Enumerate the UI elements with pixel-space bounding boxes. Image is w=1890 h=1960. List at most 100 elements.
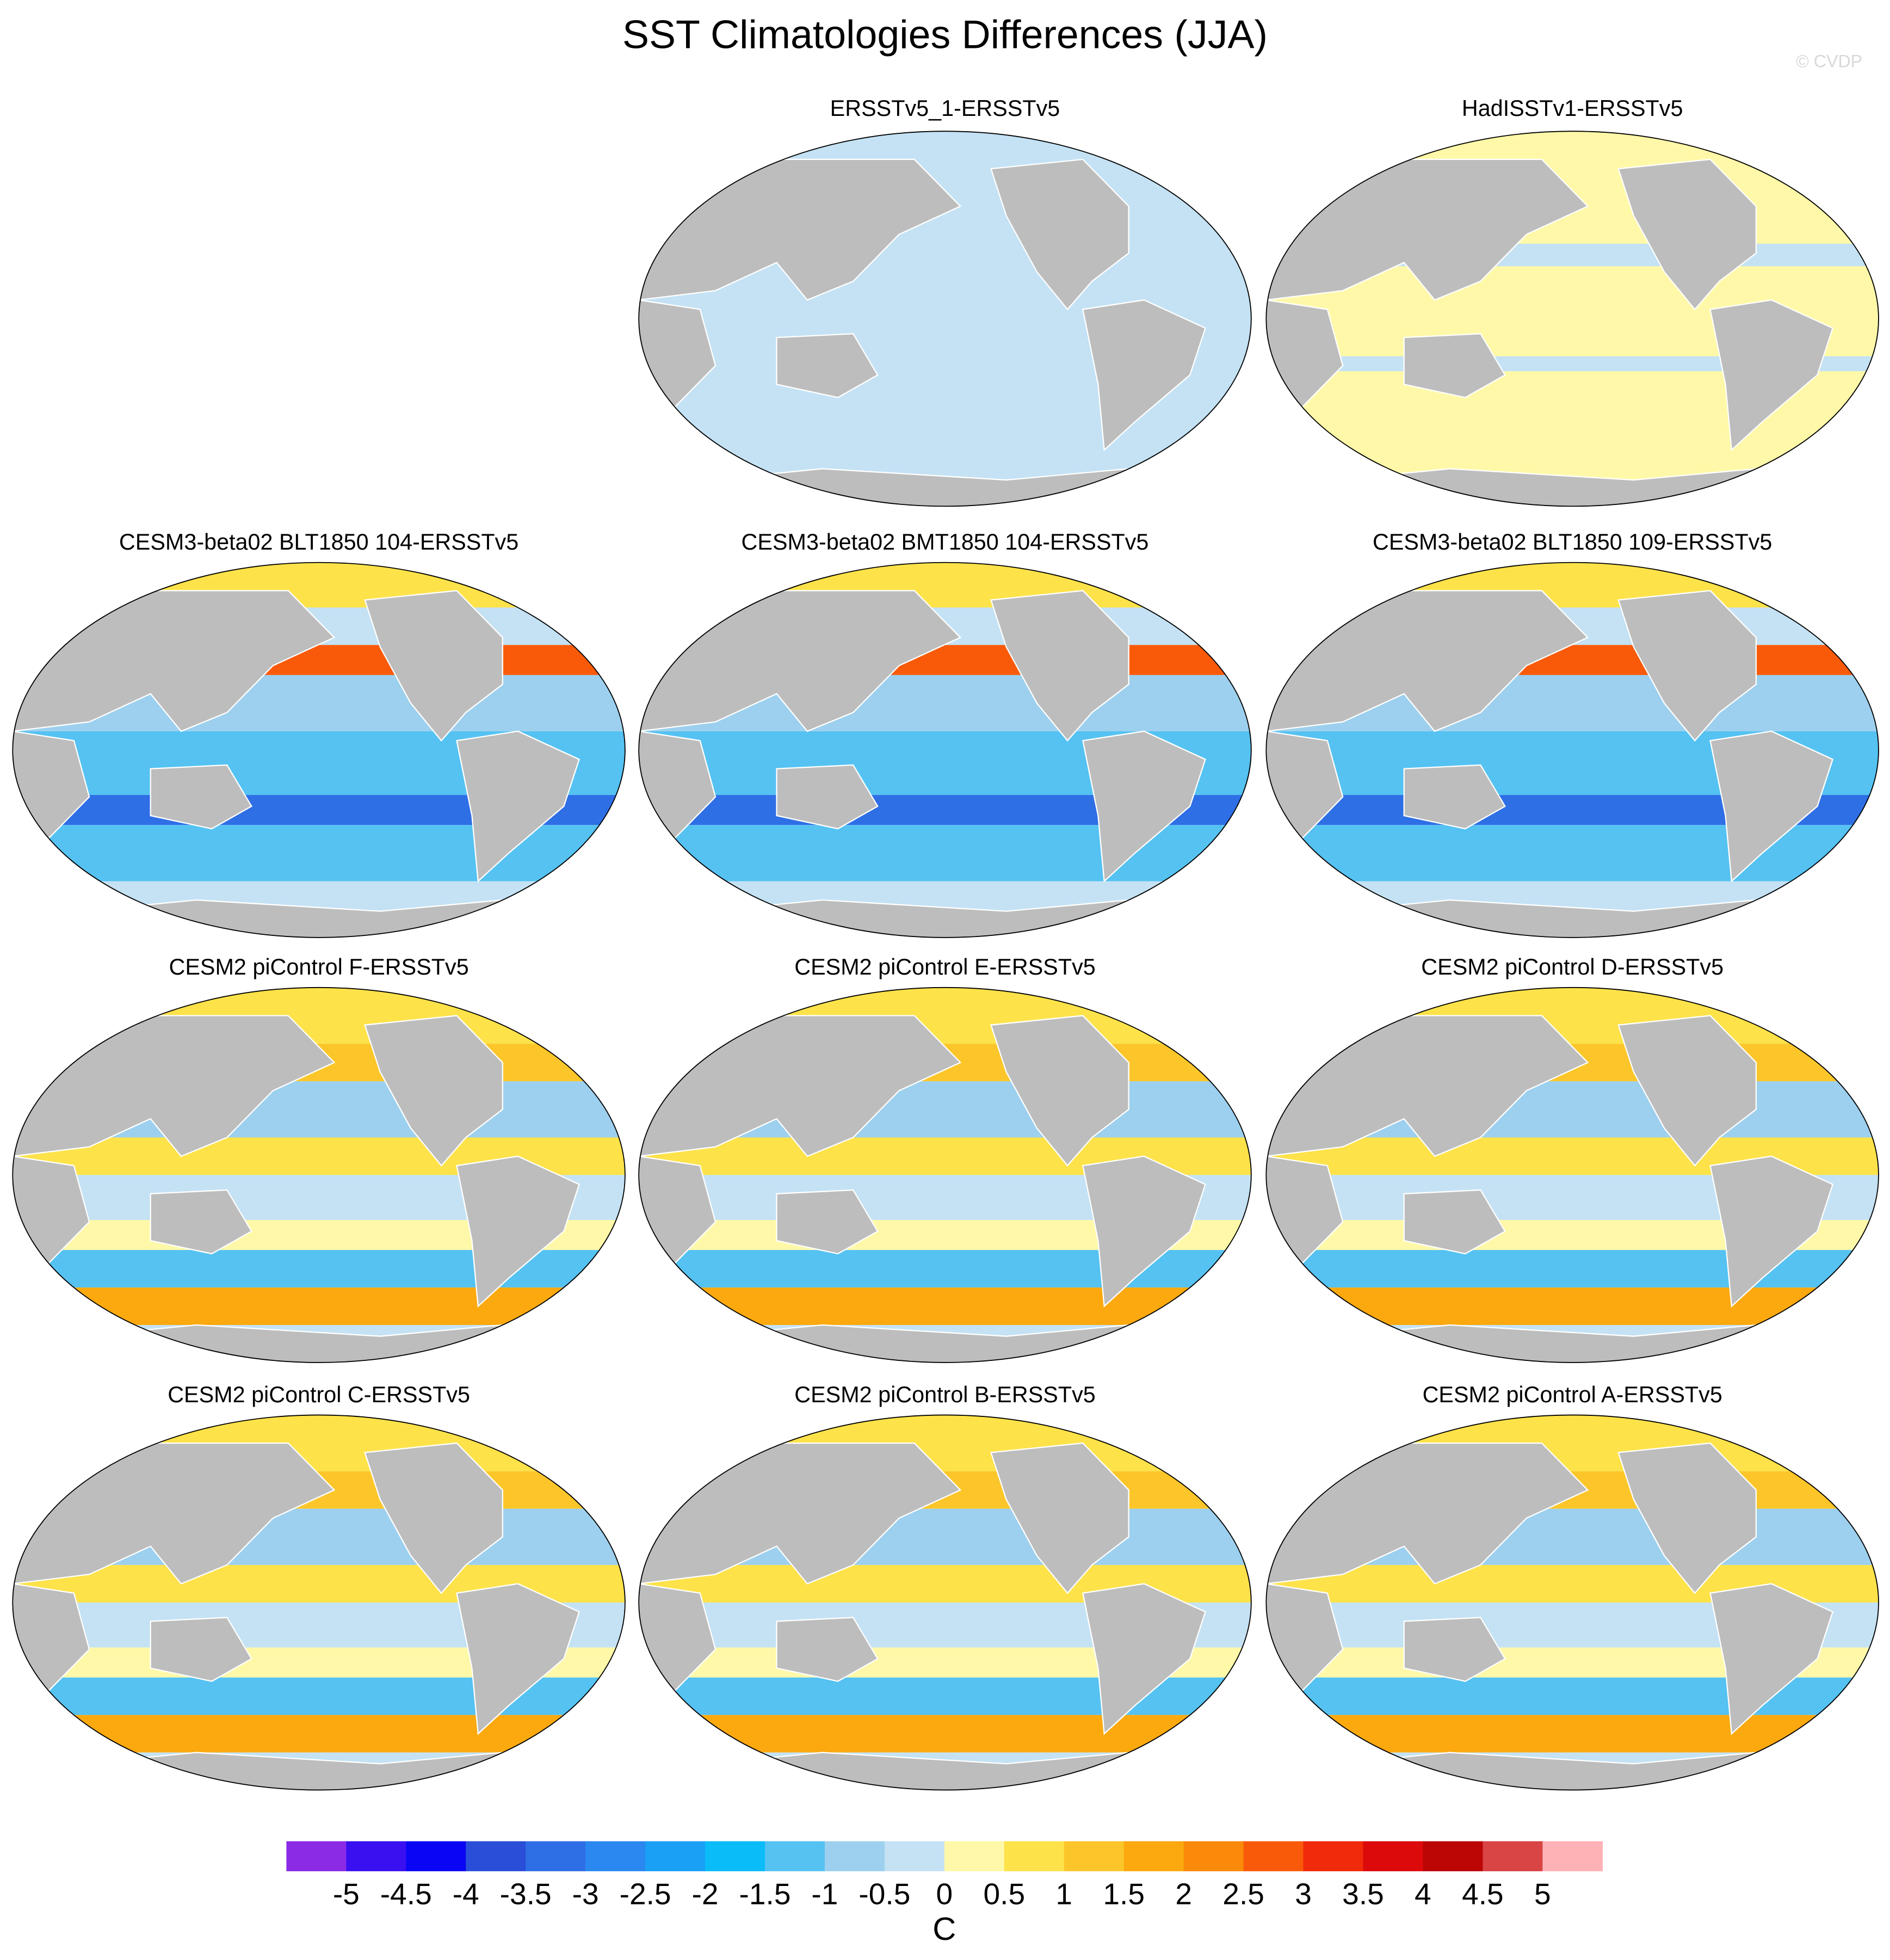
colorbar-box bbox=[705, 1841, 765, 1871]
panel-title: CESM3-beta02 BLT1850 109-ERSSTv5 bbox=[1373, 529, 1772, 554]
map bbox=[13, 987, 625, 1363]
colorbar-box bbox=[406, 1841, 466, 1871]
land bbox=[364, 1015, 503, 1167]
ocean-band bbox=[1266, 1415, 1879, 1471]
colorbar-box bbox=[1363, 1841, 1424, 1871]
ocean-band bbox=[639, 987, 1251, 1044]
colorbar-label: 4 bbox=[1415, 1877, 1431, 1910]
colorbar-box bbox=[1423, 1841, 1484, 1871]
panel-title: CESM2 piControl B-ERSSTv5 bbox=[794, 1382, 1096, 1407]
ocean-band bbox=[13, 825, 625, 882]
land bbox=[990, 1015, 1129, 1167]
land bbox=[669, 1752, 1221, 1790]
map bbox=[13, 1415, 625, 1790]
ocean-band bbox=[13, 1287, 625, 1326]
land bbox=[776, 764, 879, 830]
colorbar-label: -3 bbox=[572, 1877, 599, 1910]
colorbar-box bbox=[764, 1841, 825, 1871]
panel-title: CESM2 piControl C-ERSSTv5 bbox=[168, 1382, 470, 1407]
colorbar-label: -3.5 bbox=[500, 1877, 552, 1910]
panel-title: HadISSTv1-ERSSTv5 bbox=[1462, 96, 1683, 121]
colorbar-box bbox=[346, 1841, 406, 1871]
map-border bbox=[638, 562, 1252, 938]
colorbar-box bbox=[466, 1841, 526, 1871]
ocean-band bbox=[639, 1287, 1251, 1326]
land bbox=[1617, 590, 1757, 742]
land bbox=[990, 590, 1129, 742]
land bbox=[1709, 1155, 1834, 1308]
colorbar-box bbox=[824, 1841, 885, 1871]
land bbox=[1082, 299, 1206, 452]
colorbar-box bbox=[585, 1841, 646, 1871]
map bbox=[13, 562, 625, 938]
land bbox=[42, 1752, 595, 1790]
map-border bbox=[12, 562, 626, 938]
land bbox=[1709, 299, 1834, 452]
ocean-band bbox=[639, 825, 1251, 882]
land bbox=[1296, 468, 1849, 507]
colorbar-box bbox=[1064, 1841, 1125, 1871]
land bbox=[990, 1442, 1129, 1594]
colorbar-label: -2.5 bbox=[620, 1877, 671, 1910]
land bbox=[776, 1617, 879, 1682]
land bbox=[669, 899, 1221, 938]
panel-title: ERSSTv5_1-ERSSTv5 bbox=[830, 96, 1060, 121]
colorbar-label: -2 bbox=[692, 1877, 719, 1910]
colorbar-label: 1.5 bbox=[1103, 1877, 1145, 1910]
ocean-band bbox=[1266, 987, 1879, 1044]
land bbox=[1403, 1189, 1506, 1255]
land bbox=[1617, 1442, 1757, 1594]
colorbar-label: 1 bbox=[1055, 1877, 1072, 1910]
ocean-band bbox=[13, 1715, 625, 1753]
ocean-band bbox=[13, 562, 625, 608]
colorbar-label: -0.5 bbox=[858, 1877, 910, 1910]
land bbox=[1403, 333, 1506, 398]
colorbar-box bbox=[1483, 1841, 1543, 1871]
colorbar-box bbox=[1303, 1841, 1364, 1871]
land bbox=[1266, 590, 1589, 732]
panel-title: CESM2 piControl E-ERSSTv5 bbox=[794, 954, 1096, 979]
colorbar-label: 5 bbox=[1534, 1877, 1551, 1910]
figure-title: SST Climatologies Differences (JJA) bbox=[622, 11, 1268, 57]
colorbar-label: 2 bbox=[1175, 1877, 1192, 1910]
panel-title: CESM2 piControl A-ERSSTv5 bbox=[1423, 1382, 1722, 1407]
land bbox=[150, 1617, 252, 1682]
land bbox=[1403, 764, 1506, 830]
colorbar-label: -5 bbox=[333, 1877, 360, 1910]
land bbox=[1709, 1583, 1834, 1735]
land bbox=[1082, 730, 1206, 883]
map bbox=[639, 1415, 1251, 1790]
map-border bbox=[638, 987, 1252, 1363]
colorbar-box bbox=[1243, 1841, 1304, 1871]
map-border bbox=[1265, 562, 1879, 938]
land bbox=[1296, 1324, 1849, 1363]
ocean-band bbox=[1266, 562, 1879, 608]
panel-title: CESM2 piControl D-ERSSTv5 bbox=[1421, 954, 1724, 979]
colorbar-label: -1.5 bbox=[739, 1877, 790, 1910]
land bbox=[42, 1324, 595, 1363]
map bbox=[639, 987, 1251, 1363]
land bbox=[1296, 1752, 1849, 1790]
colorbar-label: 4.5 bbox=[1462, 1877, 1504, 1910]
land bbox=[1296, 899, 1849, 938]
colorbar-box bbox=[526, 1841, 586, 1871]
land bbox=[13, 1442, 336, 1585]
land bbox=[42, 899, 595, 938]
land bbox=[456, 1583, 580, 1735]
land bbox=[1266, 1015, 1589, 1157]
land bbox=[639, 590, 962, 732]
map-border bbox=[1265, 987, 1879, 1363]
land bbox=[639, 1015, 962, 1157]
ocean-band bbox=[639, 1715, 1251, 1753]
map-border bbox=[638, 1414, 1252, 1791]
land bbox=[1617, 158, 1757, 311]
land bbox=[1403, 1617, 1506, 1682]
land bbox=[13, 590, 336, 732]
land bbox=[456, 1155, 580, 1308]
map-border bbox=[12, 987, 626, 1363]
colorbar-box bbox=[884, 1841, 945, 1871]
land bbox=[990, 158, 1129, 311]
land bbox=[13, 1015, 336, 1157]
land bbox=[639, 1442, 962, 1585]
ocean-band bbox=[1266, 825, 1879, 882]
